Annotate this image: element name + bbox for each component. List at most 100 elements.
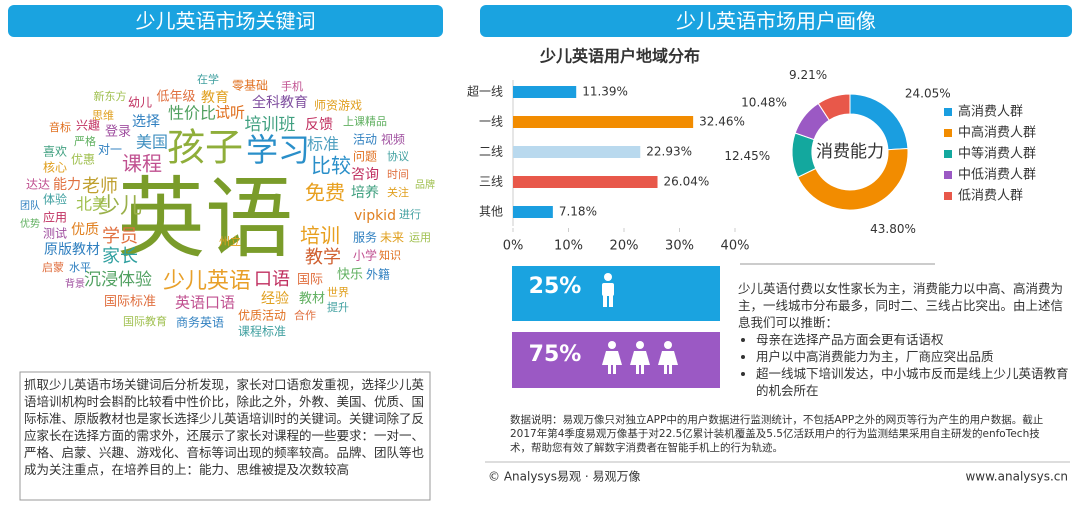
word: 测试 bbox=[43, 226, 67, 241]
word: 口语 bbox=[254, 269, 290, 290]
word: 少儿英语 bbox=[163, 269, 251, 294]
footer-left: © Analysys易观 · 易观万像 bbox=[488, 470, 640, 484]
center-label: 消费能力 bbox=[816, 142, 884, 162]
bar bbox=[513, 86, 577, 98]
word: 英语口语 bbox=[175, 294, 235, 312]
word: 孩子 bbox=[167, 126, 243, 170]
value-label: 12.45% bbox=[724, 149, 770, 163]
category-label: 其他 bbox=[479, 205, 503, 219]
word: 体验 bbox=[43, 192, 67, 207]
word: 喜欢 bbox=[43, 144, 67, 159]
word: 幼儿 bbox=[128, 96, 152, 110]
value-label: 9.21% bbox=[789, 68, 827, 82]
word: 比较 bbox=[311, 154, 351, 178]
word: 快乐 bbox=[337, 268, 363, 283]
summary: 少儿英语付费以女性家长为主，消费能力以中高、高消费为主，一线城市分布最多，同时二… bbox=[738, 281, 1064, 330]
value-label: 32.46% bbox=[699, 115, 745, 129]
word: 对一 bbox=[98, 143, 122, 157]
bar bbox=[513, 116, 694, 128]
word: 课程 bbox=[122, 152, 162, 176]
word: 教育 bbox=[201, 90, 229, 106]
word: 少儿 bbox=[98, 194, 142, 219]
word: 老师 bbox=[82, 176, 118, 197]
male-icon bbox=[602, 273, 614, 307]
category-label: 三线 bbox=[479, 175, 503, 189]
word: 课程标准 bbox=[238, 324, 286, 339]
word: 运用 bbox=[409, 231, 431, 244]
word: 服务 bbox=[353, 230, 377, 245]
x-tick-label: 40% bbox=[721, 239, 750, 254]
word: 优惠 bbox=[71, 153, 95, 167]
value-label: 26.04% bbox=[664, 175, 710, 189]
word: 问题 bbox=[353, 150, 377, 164]
bar bbox=[513, 146, 641, 158]
word: vipkid bbox=[354, 208, 396, 224]
donut-slice bbox=[797, 148, 909, 211]
bullet: 用户以中高消费能力为主，厂商应突出品质 bbox=[756, 348, 1070, 365]
value-label: 10.48% bbox=[741, 95, 787, 109]
word: 小学 bbox=[353, 248, 377, 263]
x-tick-label: 0% bbox=[503, 239, 524, 254]
male-box bbox=[512, 266, 720, 321]
word: 教学 bbox=[305, 247, 341, 268]
word: 国际标准 bbox=[104, 295, 156, 310]
word: 师资游戏 bbox=[314, 99, 362, 113]
word: 水平 bbox=[69, 261, 91, 274]
legend-swatch bbox=[944, 171, 952, 179]
word: 沉浸体验 bbox=[84, 270, 152, 290]
word: 优势 bbox=[20, 217, 40, 230]
legend-label: 高消费人群 bbox=[958, 104, 1023, 120]
word: 登录 bbox=[105, 125, 131, 140]
word: 选择 bbox=[132, 114, 160, 130]
word: 国际教育 bbox=[123, 314, 167, 328]
word: 英语 bbox=[117, 167, 293, 270]
value-label: 22.93% bbox=[646, 145, 692, 159]
word: 手机 bbox=[281, 79, 303, 93]
bar bbox=[513, 176, 658, 188]
word: 低年级 bbox=[156, 90, 195, 105]
value-label: 11.39% bbox=[582, 85, 628, 99]
word: 培训 bbox=[300, 224, 340, 248]
value-label: 7.18% bbox=[559, 205, 597, 219]
word: 国际 bbox=[297, 273, 323, 288]
legend-swatch bbox=[944, 129, 952, 137]
donut-slice bbox=[791, 132, 817, 178]
legend-label: 中低消费人群 bbox=[958, 168, 1036, 183]
word: 标准 bbox=[307, 135, 339, 154]
bullets: 母亲在选择产品方面会更有话语权用户以中高消费能力为主，厂商应突出品质超一线城下培… bbox=[738, 331, 1070, 399]
word: 应用 bbox=[43, 210, 67, 225]
word: 合作 bbox=[294, 308, 316, 322]
female-share: 75% bbox=[529, 342, 582, 367]
x-tick-label: 30% bbox=[665, 239, 694, 254]
right-header: 少儿英语市场用户画像 bbox=[480, 5, 1072, 37]
word: 达达 bbox=[26, 178, 50, 192]
word: 世界 bbox=[327, 286, 349, 299]
donut-slice bbox=[817, 93, 851, 121]
word: 兴趣 bbox=[76, 118, 100, 133]
left-text: 抓取少儿英语市场关键词后分析发现，家长对口语愈发重视，选择少儿英语培训机构时会斟… bbox=[24, 377, 425, 477]
word: 免费 bbox=[305, 181, 345, 205]
legend-swatch bbox=[944, 150, 952, 158]
word: 上课精品 bbox=[343, 115, 387, 128]
word: 核心 bbox=[43, 161, 67, 175]
word: 原版教材 bbox=[44, 242, 100, 258]
word: 全科教育 bbox=[252, 94, 308, 111]
word: 外籍 bbox=[366, 267, 390, 282]
word: 零基础 bbox=[232, 79, 268, 93]
word: 背景 bbox=[65, 277, 85, 290]
word: 未来 bbox=[380, 231, 404, 245]
male-share: 25% bbox=[529, 274, 582, 299]
word: 学习 bbox=[246, 131, 310, 169]
left-header: 少儿英语市场关键词 bbox=[8, 5, 443, 37]
word: 性价比 bbox=[168, 104, 216, 123]
category-label: 超一线 bbox=[467, 84, 503, 99]
word: 协议 bbox=[387, 149, 409, 163]
word: 提升 bbox=[327, 301, 349, 314]
word: 优质活动 bbox=[238, 309, 286, 323]
legend-label: 低消费人群 bbox=[958, 189, 1023, 204]
x-tick-label: 10% bbox=[554, 239, 583, 254]
word: 进行 bbox=[399, 208, 421, 221]
category-label: 二线 bbox=[479, 145, 503, 159]
